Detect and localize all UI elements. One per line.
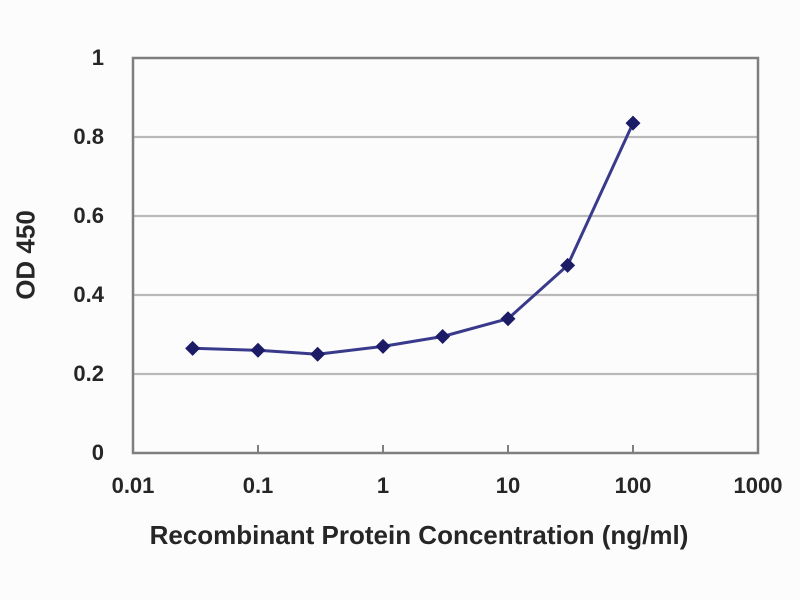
data-point-marker: [560, 257, 576, 273]
x-tick-label: 100: [614, 473, 652, 498]
y-tick-label: 0: [91, 440, 104, 465]
data-point-marker: [435, 328, 451, 344]
x-tick-label: 1: [376, 473, 390, 498]
data-point-marker: [625, 115, 641, 131]
x-tick-label: 0.1: [242, 473, 274, 498]
data-point-marker: [185, 340, 201, 356]
y-tick-label: 0.8: [73, 124, 104, 149]
x-axis-title: Recombinant Protein Concentration (ng/ml…: [149, 520, 689, 550]
data-point-marker: [250, 342, 266, 358]
y-tick-label: 1: [91, 45, 104, 70]
y-tick-label: 0.2: [73, 361, 104, 386]
data-point-marker: [310, 346, 326, 362]
y-tick-label: 0.4: [73, 282, 104, 307]
y-tick-label: 0.6: [73, 203, 104, 228]
data-point-marker: [375, 338, 391, 354]
x-tick-label: 10: [495, 473, 521, 498]
x-tick-label: 0.01: [111, 473, 155, 498]
plot-border: [131, 56, 760, 455]
series-line: [191, 121, 635, 356]
data-point-marker: [500, 311, 516, 327]
x-tick-label: 1000: [733, 473, 783, 498]
